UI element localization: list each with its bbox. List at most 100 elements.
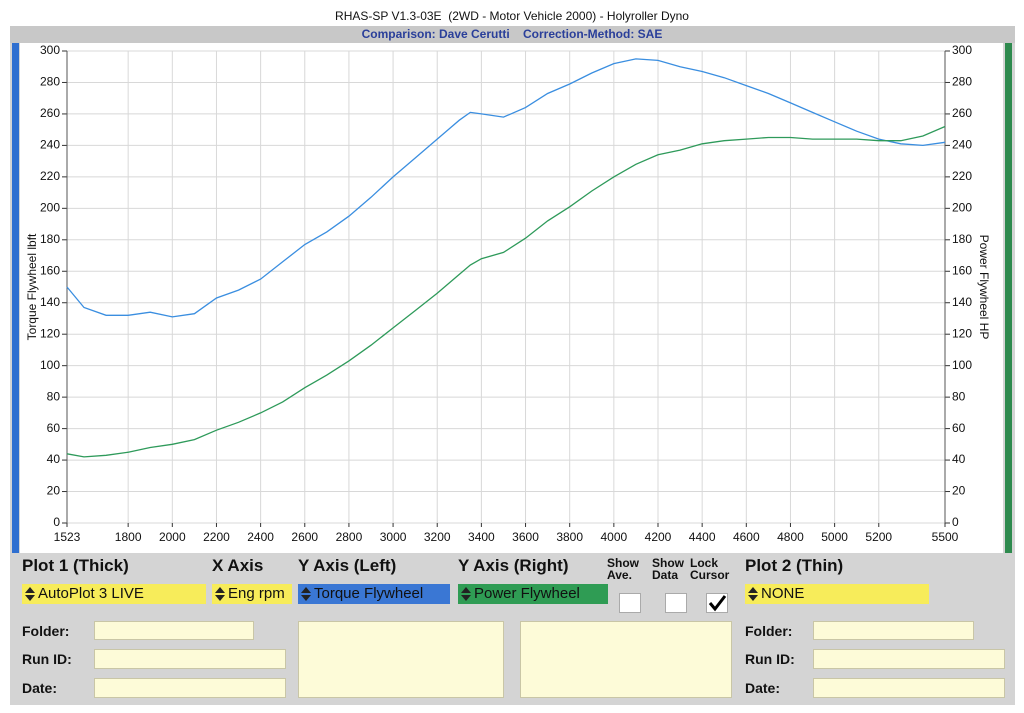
- run-id-field[interactable]: [94, 649, 286, 669]
- y2-tick-label: 120: [952, 326, 972, 340]
- x-tick-label: 4600: [733, 530, 760, 544]
- y-tick-label: 60: [47, 421, 61, 435]
- y-tick-label: 160: [40, 263, 60, 277]
- plot2-label: Plot 2 (Thin): [745, 556, 844, 575]
- left-axis-bar: [12, 43, 19, 553]
- y-tick-label: 140: [40, 295, 60, 309]
- y2-tick-label: 200: [952, 201, 972, 215]
- y2-tick-label: 240: [952, 138, 972, 152]
- right-axis-bar: [1005, 43, 1012, 553]
- x-axis-label: X Axis: [212, 556, 264, 575]
- field-label: Run ID:: [745, 651, 795, 667]
- y2-tick-label: 220: [952, 169, 972, 183]
- show-ave-checkbox[interactable]: [619, 593, 641, 613]
- x-tick-label: 2000: [159, 530, 186, 544]
- y-tick-label: 100: [40, 358, 60, 372]
- y2-tick-label: 100: [952, 358, 972, 372]
- x-tick-label: 4200: [645, 530, 672, 544]
- x-tick-label: 2200: [203, 530, 230, 544]
- field-label: Folder:: [745, 623, 793, 639]
- data-line: [66, 58, 946, 318]
- x-tick-label: 5500: [932, 530, 959, 544]
- plot1-label: Plot 1 (Thick): [22, 556, 129, 575]
- y2-tick-label: 20: [952, 484, 966, 498]
- x-tick-label: 2800: [336, 530, 363, 544]
- spin-icon: [461, 587, 471, 601]
- date-field[interactable]: [813, 678, 1005, 698]
- y-right-select[interactable]: Power Flywheel: [458, 584, 608, 604]
- y2-tick-label: 40: [952, 452, 966, 466]
- y-tick-label: 220: [40, 169, 60, 183]
- x-tick-label: 3000: [380, 530, 407, 544]
- lock-cursor-label: Lock Cursor: [690, 556, 730, 582]
- y2-tick-label: 300: [952, 43, 972, 57]
- y-left-value: Torque Flywheel: [314, 585, 424, 602]
- y-tick-label: 280: [40, 75, 60, 89]
- y-tick-label: 260: [40, 106, 60, 120]
- y2-tick-label: 140: [952, 295, 972, 309]
- x-tick-label: 3200: [424, 530, 451, 544]
- notes-field[interactable]: [520, 621, 732, 698]
- y2-tick-label: 60: [952, 421, 966, 435]
- chart-title: RHAS-SP V1.3-03E (2WD - Motor Vehicle 20…: [335, 9, 689, 23]
- spin-icon: [301, 587, 311, 601]
- y2-tick-label: 0: [952, 515, 959, 529]
- y-right-label: Y Axis (Right): [458, 556, 569, 575]
- x-axis-select[interactable]: Eng rpm: [212, 584, 292, 604]
- x-tick-label: 5200: [865, 530, 892, 544]
- field-label: Date:: [745, 680, 781, 696]
- notes-field[interactable]: [298, 621, 504, 698]
- x-tick-label: 5000: [821, 530, 848, 544]
- plot1-select[interactable]: AutoPlot 3 LIVE: [22, 584, 206, 604]
- y-left-label: Y Axis (Left): [298, 556, 397, 575]
- y2-axis-label: Power Flywheel HP: [977, 235, 991, 340]
- show-ave-label: Show Ave.: [607, 556, 639, 582]
- spin-icon: [215, 587, 225, 601]
- y-tick-label: 240: [40, 138, 60, 152]
- data-line: [66, 125, 946, 458]
- check-mark: [708, 595, 727, 612]
- y-tick-label: 120: [40, 326, 60, 340]
- x-tick-label: 2400: [247, 530, 274, 544]
- x-tick-label: 3600: [512, 530, 539, 544]
- folder-field[interactable]: [813, 621, 974, 640]
- y2-tick-label: 280: [952, 75, 972, 89]
- plot2-select[interactable]: NONE: [745, 584, 929, 604]
- date-field[interactable]: [94, 678, 286, 698]
- show-data-checkbox[interactable]: [665, 593, 687, 613]
- x-tick-label: 2600: [291, 530, 318, 544]
- y-tick-label: 200: [40, 201, 60, 215]
- spin-icon: [748, 587, 758, 601]
- chart-subtitle: Comparison: Dave Cerutti Correction-Meth…: [362, 27, 663, 41]
- y2-tick-label: 180: [952, 232, 972, 246]
- show-data-label: Show Data: [652, 556, 684, 582]
- run-id-field[interactable]: [813, 649, 1005, 669]
- y-tick-label: 80: [47, 389, 61, 403]
- field-label: Run ID:: [22, 651, 72, 667]
- x-tick-label: 3400: [468, 530, 495, 544]
- x-axis-value: Eng rpm: [228, 585, 285, 602]
- y-tick-label: 0: [53, 515, 60, 529]
- x-tick-label: 1800: [115, 530, 142, 544]
- y-tick-label: 300: [40, 43, 60, 57]
- y-tick-label: 40: [47, 452, 61, 466]
- y-left-select[interactable]: Torque Flywheel: [298, 584, 450, 604]
- y-tick-label: 20: [47, 484, 61, 498]
- folder-field[interactable]: [94, 621, 254, 640]
- y-tick-label: 180: [40, 232, 60, 246]
- y-right-value: Power Flywheel: [474, 585, 580, 602]
- y-axis-label: Torque Flywheel lbft: [25, 233, 39, 340]
- lock-cursor-checkbox[interactable]: [706, 593, 728, 613]
- plot1-value: AutoPlot 3 LIVE: [38, 585, 144, 602]
- x-tick-label: 3800: [556, 530, 583, 544]
- plot-background: [20, 43, 1003, 553]
- y2-tick-label: 80: [952, 389, 966, 403]
- x-tick-label: 4800: [777, 530, 804, 544]
- plot2-value: NONE: [761, 585, 805, 602]
- field-label: Date:: [22, 680, 58, 696]
- subtitle-band: [10, 26, 1015, 43]
- y2-tick-label: 160: [952, 263, 972, 277]
- field-label: Folder:: [22, 623, 70, 639]
- x-tick-label: 4400: [689, 530, 716, 544]
